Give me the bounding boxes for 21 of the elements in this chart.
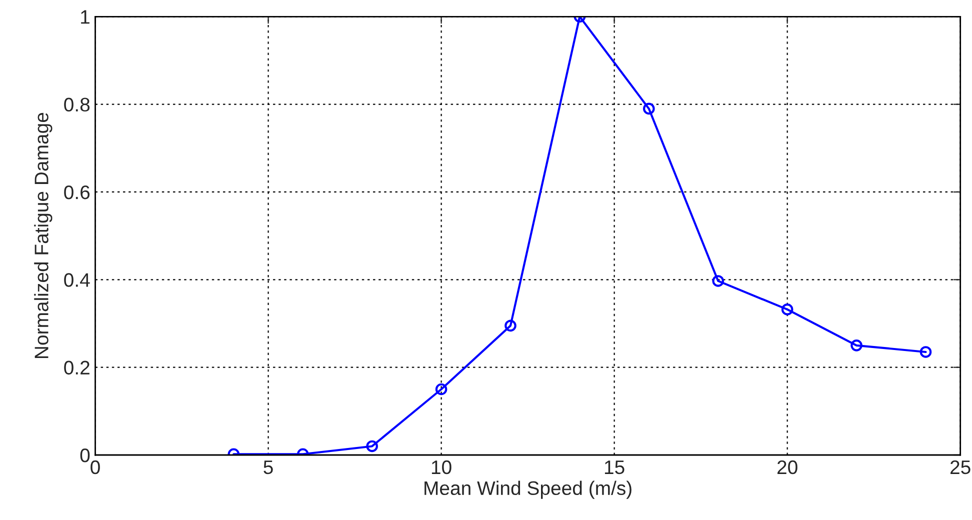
- point: [920, 346, 932, 358]
- x-tick-label: 15: [604, 460, 624, 474]
- x-tick-label: 20: [777, 460, 798, 474]
- y-tick-label: 1: [81, 10, 90, 24]
- y-tick-label: 0.2: [64, 360, 90, 375]
- x-tick-label: 25: [950, 460, 970, 474]
- point: [850, 340, 862, 352]
- point: [712, 275, 724, 287]
- point: [504, 320, 516, 332]
- point: [781, 304, 794, 316]
- y-tick-label: 0.6: [64, 185, 90, 200]
- x-tick-label: 10: [432, 460, 452, 474]
- x-tick-label: 5: [264, 460, 273, 474]
- point: [366, 440, 378, 452]
- y-tick-label: 0.4: [64, 273, 90, 287]
- y-axis-title: Normalized Fatigue Damage: [34, 112, 52, 358]
- y-tick-label: 0: [80, 448, 90, 462]
- x-tick-label: 0: [90, 460, 100, 474]
- y-tick-label: 0.8: [64, 98, 90, 112]
- x-axis-title: Mean Wind Speed (m/s): [424, 480, 632, 499]
- point: [435, 383, 448, 396]
